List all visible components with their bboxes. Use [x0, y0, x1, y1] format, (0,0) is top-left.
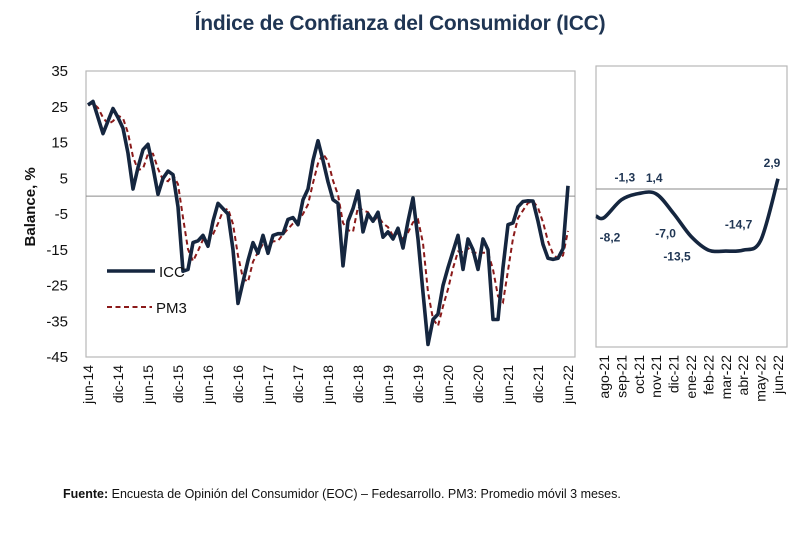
y-tick-labels: 35 25 15 5 -5 -15 -25 -35 -45 [46, 63, 68, 366]
x-tick-label: jun-22 [560, 365, 576, 405]
x-tick-label: jun-19 [380, 365, 396, 405]
zoom-x-tick-label: ago-21 [596, 355, 612, 399]
zoom-x-tick-labels: ago-21 sep-21 oct-21 nov-21 dic-21 ene-22 feb-… [596, 355, 786, 402]
y-tick-label: -5 [55, 206, 68, 223]
zoom-x-tick-label: may-22 [753, 355, 769, 402]
x-tick-label: dic-14 [110, 365, 126, 403]
zoom-x-tick-label: oct-21 [631, 355, 647, 394]
zoom-data-label: -13,5 [663, 249, 691, 263]
legend: ICC PM3 [107, 264, 187, 317]
zoom-x-tick-label: abr-22 [735, 355, 751, 396]
zoom-icc-series-line [595, 178, 780, 254]
zoom-x-tick-label: nov-21 [648, 355, 664, 398]
x-tick-label: jun-17 [260, 365, 276, 405]
x-tick-label: jun-16 [200, 365, 216, 405]
legend-pm3-label: PM3 [156, 300, 187, 317]
x-tick-label: jun-14 [80, 365, 96, 405]
source-label: Fuente: [63, 487, 109, 501]
zoom-plot-frame [595, 65, 788, 348]
x-tick-label: dic-15 [170, 365, 186, 403]
main-chart-panel: 35 25 15 5 -5 -15 -25 -35 -45 jun-14 dic-14 jun-15… [22, 63, 576, 405]
chart-title: Índice de Confianza del Consumidor (ICC) [194, 12, 606, 35]
y-tick-label: 25 [51, 99, 68, 116]
zoom-data-label: -14,7 [725, 218, 753, 232]
zoom-data-label: -7,0 [655, 227, 676, 241]
x-tick-label: jun-18 [320, 365, 336, 405]
zoom-x-tick-label: dic-21 [666, 355, 682, 393]
icc-series-line [86, 99, 570, 347]
x-tick-label: jun-21 [500, 365, 516, 405]
y-tick-label: 5 [60, 170, 68, 187]
y-tick-label: -25 [46, 278, 68, 295]
source-note: Fuente: Encuesta de Opinión del Consumid… [63, 487, 621, 501]
y-tick-label: -45 [46, 349, 68, 366]
x-tick-label: jun-15 [140, 365, 156, 405]
y-tick-label: 15 [51, 135, 68, 152]
y-tick-label: -15 [46, 242, 68, 259]
y-axis-label: Balance, % [22, 167, 39, 246]
zoom-data-label: 2,9 [764, 156, 781, 170]
zoom-data-label: 1,4 [646, 171, 663, 185]
x-tick-label: dic-21 [530, 365, 546, 403]
zoom-x-tick-label: mar-22 [718, 355, 734, 400]
zoom-x-tick-label: ene-22 [683, 355, 699, 399]
x-tick-labels: jun-14 dic-14 jun-15 dic-15 jun-16 dic-16 jun-… [80, 365, 576, 405]
main-plot-frame [85, 70, 576, 358]
zoom-x-tick-label: sep-21 [613, 355, 629, 398]
x-tick-label: jun-20 [440, 365, 456, 405]
x-tick-label: dic-20 [470, 365, 486, 403]
zoom-chart-panel: ago-21 sep-21 oct-21 nov-21 dic-21 ene-22 feb-… [595, 65, 788, 402]
source-text: Encuesta de Opinión del Consumidor (EOC)… [108, 487, 621, 501]
pm3-series-line [87, 102, 569, 329]
zoom-x-tick-label: feb-22 [700, 355, 716, 395]
x-tick-label: dic-18 [350, 365, 366, 403]
legend-icc-label: ICC [159, 264, 185, 281]
y-tick-label: 35 [51, 63, 68, 80]
x-tick-label: dic-17 [290, 365, 306, 403]
x-tick-label: dic-16 [230, 365, 246, 403]
x-tick-label: dic-19 [410, 365, 426, 403]
zoom-x-tick-label: jun-22 [770, 355, 786, 395]
zoom-data-label: -1,3 [614, 171, 635, 185]
y-tick-label: -35 [46, 313, 68, 330]
zoom-data-label: -8,2 [600, 231, 621, 245]
zoom-data-labels: -8,2 -1,3 1,4 -7,0 -13,5 -14,7 2,9 [600, 156, 781, 264]
